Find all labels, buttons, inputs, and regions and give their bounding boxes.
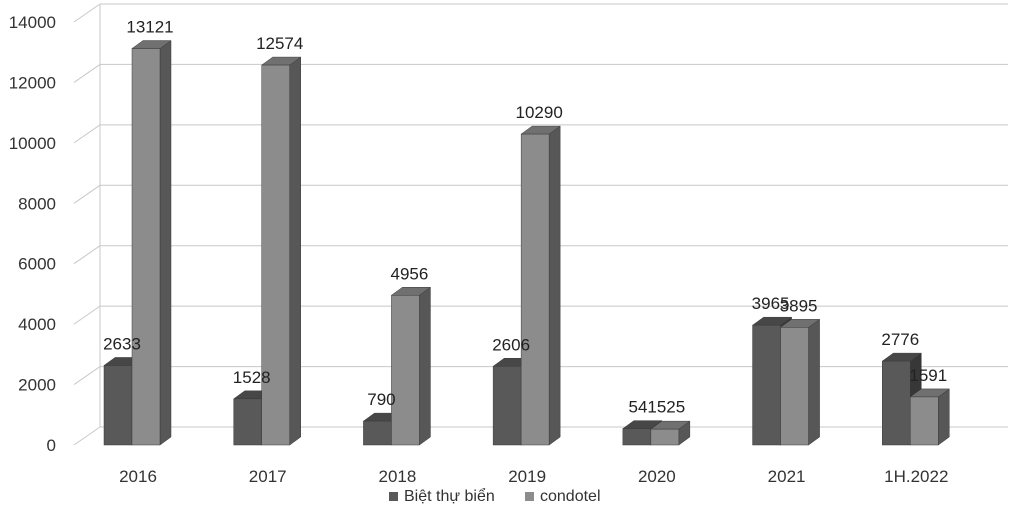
data-label: 4956 — [391, 264, 429, 283]
legend-label: Biệt thự biển — [404, 487, 495, 505]
data-label: 12574 — [256, 34, 303, 53]
bar-condotel-2017 — [260, 56, 302, 446]
data-label: 2633 — [103, 334, 141, 353]
bar-front — [910, 396, 939, 446]
bar-front — [752, 324, 781, 446]
data-label: 3965 — [752, 294, 790, 313]
bar-front — [103, 365, 133, 446]
y-tick-label: 14000 — [9, 13, 56, 32]
gridline-diag — [73, 3, 101, 23]
gridline-diag — [73, 124, 101, 144]
bar-front — [520, 133, 550, 446]
bar-side — [289, 56, 301, 446]
bar-front — [650, 428, 680, 446]
gridline-diag — [73, 426, 101, 446]
bar-front — [233, 398, 262, 446]
legend-label: condotel — [540, 488, 601, 505]
bar-condotel-2021 — [779, 318, 821, 446]
legend: Biệt thự biển condotel — [389, 487, 601, 505]
legend-item: condotel — [525, 488, 601, 505]
y-tick-label: 12000 — [9, 73, 56, 92]
bar-front — [780, 327, 809, 446]
bar-condotel-2016 — [131, 40, 172, 446]
x-tick-label: 2021 — [768, 467, 806, 486]
bar-front — [882, 360, 911, 446]
legend-swatch — [389, 492, 398, 501]
y-axis-ticks: 0 2000 4000 6000 8000 10000 12000 14000 — [9, 13, 56, 455]
bars — [103, 40, 951, 446]
bar-side — [808, 318, 820, 446]
gridline-diag — [73, 184, 101, 204]
data-label: 790 — [367, 390, 395, 409]
bar-front — [261, 64, 290, 446]
bar-condotel-2018 — [390, 286, 432, 446]
bar-condotel-2020 — [650, 420, 691, 446]
data-label: 541525 — [628, 398, 685, 417]
gridline-diag — [73, 366, 101, 385]
gridline-diag — [73, 245, 101, 265]
data-label: 3895 — [780, 296, 818, 315]
x-tick-label: 2019 — [508, 467, 546, 486]
x-tick-label: 2016 — [119, 467, 157, 486]
y-tick-label: 4000 — [18, 315, 56, 334]
bar-condotel-2019 — [520, 125, 561, 446]
x-tick-label: 1H.2022 — [884, 467, 948, 486]
data-label: 13121 — [126, 18, 173, 37]
gridline-diag — [73, 64, 101, 83]
y-tick-label: 8000 — [18, 194, 56, 213]
bar-front — [131, 48, 161, 446]
data-label: 2776 — [881, 330, 919, 349]
x-tick-label: 2018 — [379, 467, 417, 486]
x-tick-label: 2017 — [249, 467, 287, 486]
legend-item: Biệt thự biển — [389, 487, 495, 505]
data-label: 1528 — [233, 368, 271, 387]
bar-side — [419, 286, 431, 446]
bar-condotel-1H.2022 — [909, 388, 951, 446]
bar-front — [363, 420, 392, 446]
bar-front — [391, 295, 420, 446]
bar-side — [938, 388, 950, 446]
data-label: 2606 — [492, 335, 530, 354]
y-tick-label: 10000 — [9, 134, 56, 153]
bar-side — [548, 125, 561, 446]
y-tick-label: 2000 — [18, 376, 56, 395]
x-tick-label: 2020 — [638, 467, 676, 486]
bar-front — [622, 428, 652, 446]
bar-front — [492, 366, 522, 446]
y-tick-label: 0 — [47, 436, 56, 455]
data-label: 10290 — [516, 103, 563, 122]
data-label: 1591 — [909, 366, 947, 385]
y-tick-label: 6000 — [18, 255, 56, 274]
x-axis-ticks: 2016 2017 2018 2019 2020 2021 1H.2022 — [119, 467, 948, 486]
bar-side — [159, 40, 172, 446]
gridline-diag — [73, 305, 101, 325]
data-labels: 2633 13121 1528 12574 790 4956 2606 10290 541525… — [103, 18, 947, 417]
legend-swatch — [525, 492, 534, 501]
